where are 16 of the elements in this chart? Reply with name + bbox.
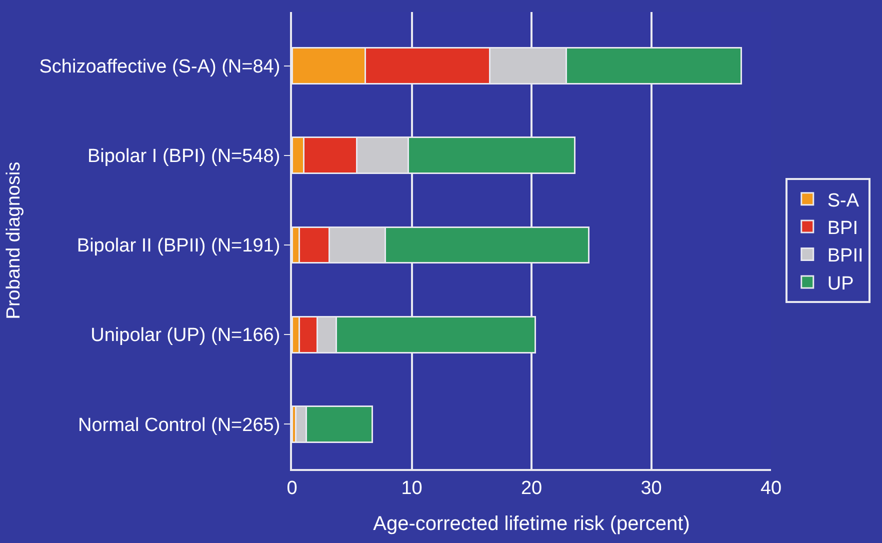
y-axis-title: Proband diagnosis (4, 162, 25, 320)
x-tick-label: 0 (286, 478, 298, 499)
x-axis-title: Age-corrected lifetime risk (percent) (373, 512, 690, 535)
y-tick-label: Unipolar (UP) (N=166) (90, 325, 280, 346)
legend-label: BPI (827, 218, 858, 239)
legend-label: BPII (827, 246, 864, 267)
x-tick-label: 20 (520, 478, 542, 499)
y-tick-label: Bipolar II (BPII) (N=191) (76, 236, 280, 257)
y-tick-label: Bipolar I (BPI) (N=548) (87, 146, 280, 168)
legend-label: UP (827, 273, 854, 294)
y-tick-label: Schizoaffective (S-A) (N=84) (39, 56, 280, 78)
x-tick-label: 30 (640, 478, 662, 499)
y-tick-label: Normal Control (N=265) (78, 414, 280, 436)
x-tick-label: 40 (760, 478, 782, 499)
x-tick-label: 10 (401, 478, 422, 499)
legend-label: S-A (827, 190, 860, 212)
